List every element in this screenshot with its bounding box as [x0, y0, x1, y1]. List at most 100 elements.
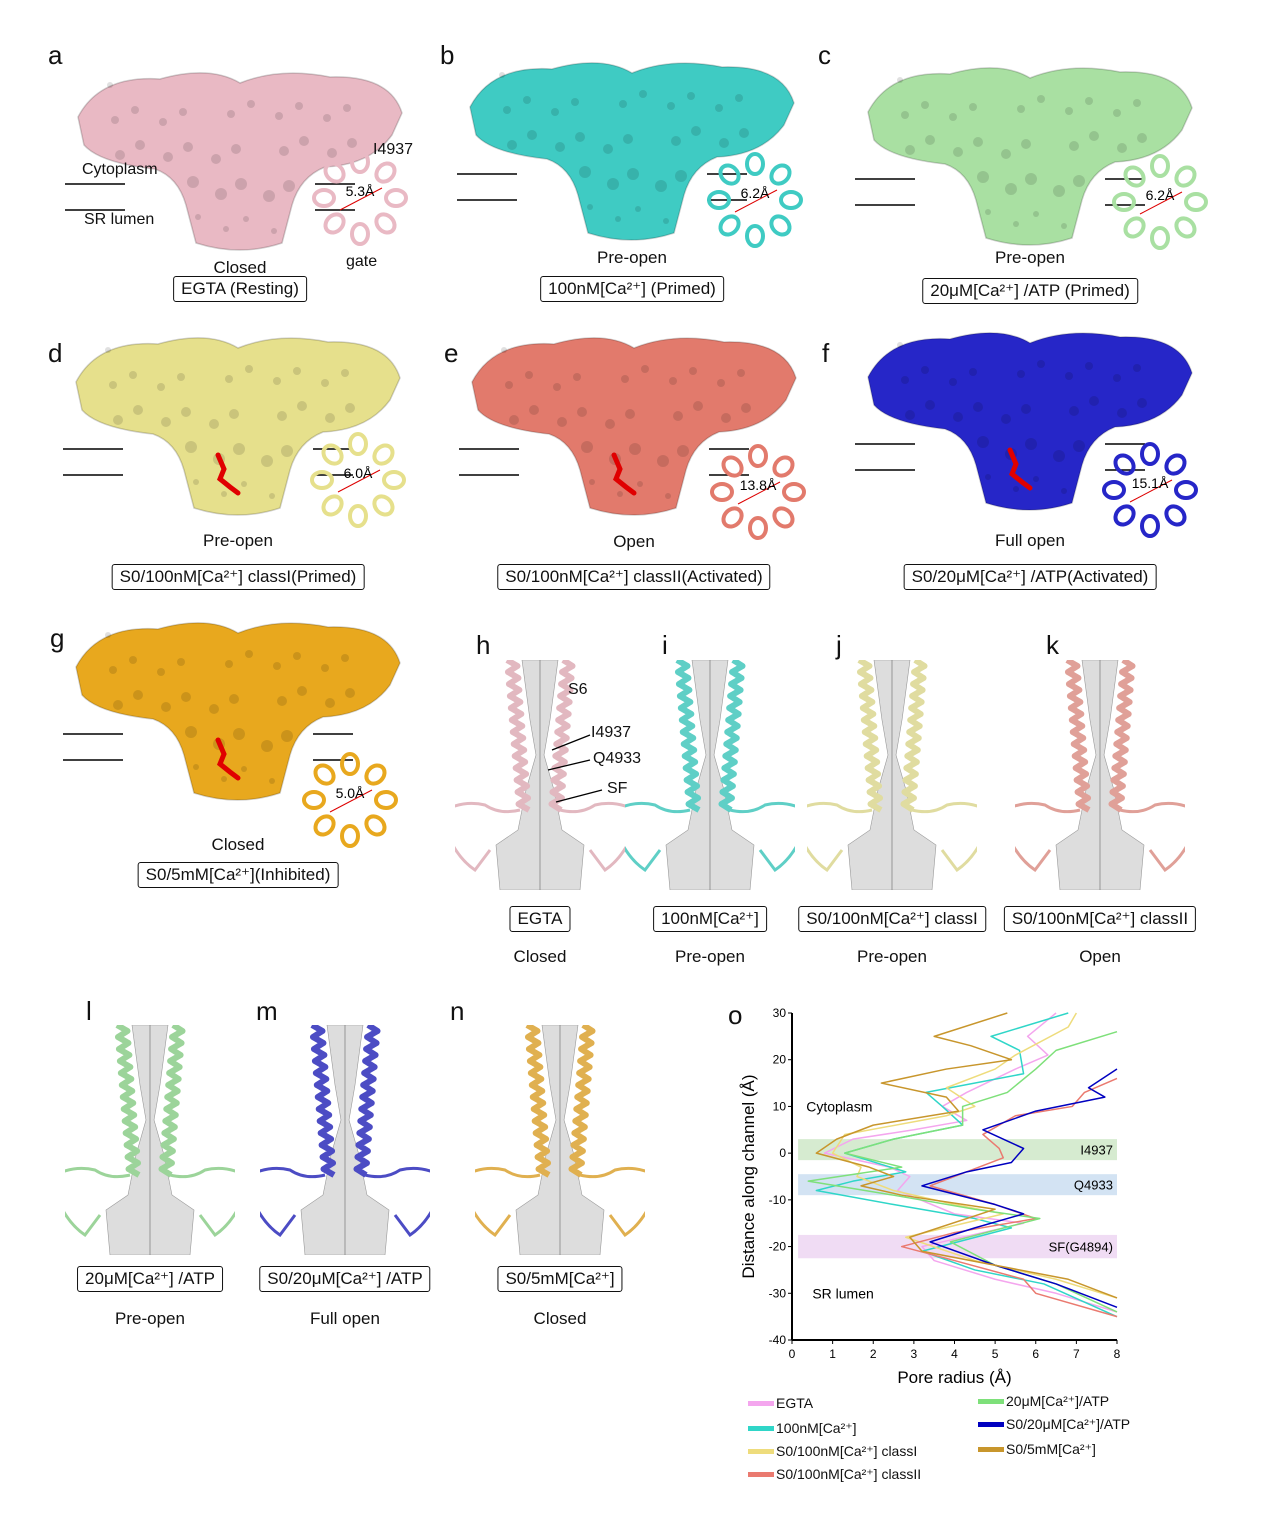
panel-letter: j: [836, 630, 842, 660]
panel-letter: b: [440, 40, 455, 70]
s6-label: S6: [568, 681, 588, 698]
state-label: Closed: [213, 258, 267, 277]
panel-letter: a: [48, 40, 63, 70]
state-label: Closed: [513, 947, 567, 966]
pore-profile-model: [807, 660, 977, 890]
cytoplasm-label: Cytoplasm: [82, 161, 158, 178]
legend-swatch: [748, 1426, 774, 1431]
cryo-em-density-map: [867, 67, 1193, 246]
y-tick-label: -20: [769, 1240, 787, 1254]
x-tick-label: 6: [1032, 1347, 1039, 1361]
y-tick-label: 10: [773, 1099, 787, 1113]
series-line: [831, 1012, 1118, 1299]
legend-label: S0/100nM[Ca²⁺] classI: [776, 1443, 918, 1459]
residue-band: [798, 1234, 1117, 1259]
membrane-boundary-lines: [63, 733, 353, 761]
gate-distance-label: 5.3Å: [346, 183, 375, 199]
x-tick-label: 3: [911, 1347, 918, 1361]
pore-gate-inset: 6.0Å: [310, 432, 406, 528]
cryo-em-density-map: [75, 337, 401, 516]
cryo-em-density-map: [75, 622, 401, 801]
cytoplasm-annotation: Cytoplasm: [806, 1098, 872, 1114]
s6-helix: [548, 660, 576, 813]
s6-helix: [158, 1025, 186, 1178]
s6-helix: [718, 660, 746, 813]
condition-box: EGTA: [509, 906, 571, 932]
legend-label: S0/20μM[Ca²⁺]/ATP: [1006, 1416, 1131, 1432]
x-tick-label: 4: [951, 1347, 958, 1361]
gate-distance-label: 5.0Å: [336, 785, 365, 801]
residue-band: [798, 1174, 1117, 1196]
pore-gate-inset: 15.1Å: [1102, 442, 1198, 538]
cryo-em-density-map: [77, 72, 403, 251]
x-axis-title: Pore radius (Å): [897, 1368, 1011, 1387]
s6-helix: [1108, 660, 1136, 813]
i4937-label: I4937: [591, 724, 632, 741]
y-tick-label: -30: [769, 1286, 787, 1300]
legend-label: S0/5mM[Ca²⁺]: [1006, 1441, 1096, 1457]
s6-helix: [524, 1025, 552, 1178]
legend-item: 20μM[Ca²⁺]/ATP: [978, 1393, 1109, 1410]
pore-gate-inset: 6.2Å: [707, 152, 803, 248]
state-label: Closed: [211, 835, 265, 854]
series-line: [823, 1012, 1118, 1313]
pore-gate-inset: 13.8Å: [710, 444, 806, 540]
membrane-boundary-lines: [65, 183, 355, 211]
panel-letter: e: [444, 338, 459, 368]
band-label: I4937: [1080, 1143, 1113, 1158]
sr-lumen-annotation: SR lumen: [812, 1285, 873, 1301]
panel-letter: l: [86, 996, 92, 1026]
legend-swatch: [978, 1447, 1004, 1452]
panel-letter: g: [50, 623, 65, 653]
series-line: [807, 1030, 1118, 1313]
s6-helix: [1064, 660, 1092, 813]
condition-box: S0/5mM[Ca²⁺](Inhibited): [137, 862, 339, 888]
legend-item: S0/5mM[Ca²⁺]: [978, 1441, 1096, 1458]
band-label: Q4933: [1074, 1178, 1113, 1193]
gate-distance-label: 6.2Å: [1146, 187, 1175, 203]
sf-label: SF: [607, 780, 628, 797]
pore-gate-inset: 5.3Å: [312, 150, 408, 246]
condition-box: 100nM[Ca²⁺]: [653, 906, 767, 932]
state-label: Open: [1079, 947, 1121, 966]
x-tick-label: 7: [1073, 1347, 1080, 1361]
x-tick-label: 5: [992, 1347, 999, 1361]
legend-item: S0/100nM[Ca²⁺] classI: [748, 1443, 917, 1460]
panel-letter: n: [450, 996, 465, 1026]
series-line: [900, 1077, 1118, 1318]
x-tick-label: 8: [1114, 1347, 1121, 1361]
pore-profile-model: [455, 660, 625, 890]
cryo-em-density-map: [471, 337, 797, 516]
s6-helix: [114, 1025, 142, 1178]
condition-box: S0/100nM[Ca²⁺] classI: [798, 906, 986, 932]
pore-radius-chart: I4937 Q4933 SF(G4894) 0 1 2 3 4 5 6 7 8 30 20 10 0 -10 -2…: [739, 1006, 1121, 1387]
legend-swatch: [978, 1422, 1004, 1427]
y-tick-label: -10: [769, 1193, 787, 1207]
gate-distance-label: 6.2Å: [741, 185, 770, 201]
legend-label: S0/100nM[Ca²⁺] classII: [776, 1466, 922, 1482]
s6-helix: [309, 1025, 337, 1178]
gate-distance-label: 6.0Å: [344, 465, 373, 481]
condition-box: S0/5mM[Ca²⁺]: [497, 1266, 623, 1292]
condition-box: EGTA (Resting): [173, 276, 307, 302]
panel-letter: f: [822, 338, 830, 368]
s6-helix: [674, 660, 702, 813]
pore-profile-model: [65, 1025, 235, 1255]
condition-box: S0/100nM[Ca²⁺] classII(Activated): [497, 564, 771, 590]
series-line: [921, 1068, 1118, 1309]
y-tick-label: 0: [779, 1146, 786, 1160]
state-label: Pre-open: [995, 248, 1065, 267]
y-tick-label: -40: [769, 1333, 787, 1347]
pore-profile-model: [625, 660, 795, 890]
pore-profile-model: [260, 1025, 430, 1255]
legend-item: S0/100nM[Ca²⁺] classII: [748, 1466, 921, 1483]
x-tick-label: 2: [870, 1347, 877, 1361]
sr-lumen-label: SR lumen: [84, 211, 155, 228]
legend-label: EGTA: [776, 1395, 814, 1411]
membrane-boundary-lines: [855, 443, 1145, 471]
legend-item: EGTA: [748, 1395, 813, 1411]
legend-label: 100nM[Ca²⁺]: [776, 1420, 857, 1436]
pore-profile-model: [1015, 660, 1185, 890]
state-label: Pre-open: [597, 248, 667, 267]
legend-label: 20μM[Ca²⁺]/ATP: [1006, 1393, 1110, 1409]
